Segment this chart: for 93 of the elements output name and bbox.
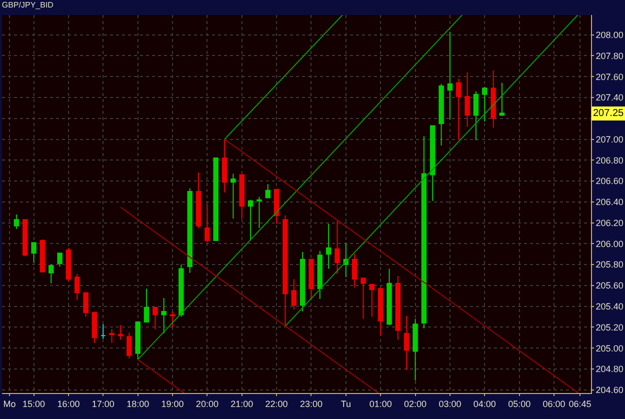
y-tick-label: 204.80 bbox=[596, 364, 624, 374]
y-tick-label: 207.00 bbox=[596, 134, 624, 144]
candlestick bbox=[326, 223, 332, 270]
y-tick-label: 206.00 bbox=[596, 238, 624, 249]
chart-title: GBP/JPY_BID bbox=[2, 0, 54, 10]
candlestick bbox=[74, 273, 80, 301]
x-tick-label: Mo bbox=[3, 398, 16, 409]
y-tick-label: 204.60 bbox=[596, 385, 624, 396]
candlestick bbox=[404, 315, 410, 371]
candlestick bbox=[109, 328, 114, 344]
candlestick bbox=[438, 83, 444, 146]
candlestick bbox=[66, 247, 72, 282]
candlestick bbox=[22, 219, 28, 257]
candlestick bbox=[430, 125, 436, 202]
candlestick bbox=[170, 311, 176, 328]
x-tick-label: 02:00 bbox=[404, 398, 427, 409]
candlestick bbox=[265, 184, 271, 198]
x-tick-label: 01:00 bbox=[369, 398, 392, 409]
candlestick bbox=[48, 264, 54, 284]
x-tick-label: 15:00 bbox=[22, 398, 46, 409]
x-tick-label: 23:00 bbox=[300, 398, 323, 409]
y-tick-label: 205.00 bbox=[596, 343, 624, 354]
candlestick bbox=[196, 172, 202, 229]
candlestick bbox=[161, 297, 166, 334]
candlestick bbox=[352, 254, 358, 288]
candlestick bbox=[473, 90, 479, 141]
candlestick bbox=[40, 239, 46, 272]
x-tick-label: 06:00 bbox=[542, 398, 566, 409]
candlestick bbox=[222, 138, 228, 194]
candlestick bbox=[386, 268, 392, 326]
x-tick-label: 04:00 bbox=[473, 398, 496, 409]
candlestick bbox=[14, 214, 20, 230]
candlestick bbox=[31, 242, 36, 263]
candlestick bbox=[282, 214, 288, 327]
y-tick-label: 208.00 bbox=[596, 30, 624, 40]
candlestick bbox=[456, 78, 462, 140]
candlestick bbox=[239, 174, 244, 220]
candlestick bbox=[291, 278, 297, 310]
candlestick bbox=[308, 258, 314, 301]
x-tick-label: 19:00 bbox=[161, 398, 184, 409]
candlestick bbox=[230, 173, 236, 220]
x-tick-label: 06:45 bbox=[568, 398, 592, 409]
y-tick-label: 206.40 bbox=[596, 197, 624, 208]
candlestick bbox=[100, 324, 106, 340]
y-tick-label: 205.20 bbox=[596, 322, 624, 332]
candlestick bbox=[447, 31, 453, 120]
candlestick bbox=[421, 136, 427, 329]
candlestick bbox=[126, 332, 132, 360]
candlestick bbox=[369, 284, 375, 318]
candlestick bbox=[482, 86, 488, 122]
x-tick-label: 22:00 bbox=[265, 398, 288, 409]
candlestick bbox=[57, 252, 62, 268]
candlestick bbox=[378, 287, 384, 336]
y-tick-label: 207.40 bbox=[596, 92, 624, 103]
candlestick bbox=[92, 311, 98, 344]
y-tick-label: 206.20 bbox=[596, 218, 624, 228]
x-tick-label: 17:00 bbox=[92, 398, 114, 409]
candlestick bbox=[274, 188, 280, 224]
x-tick-label: 21:00 bbox=[230, 398, 254, 409]
y-tick-label: 207.60 bbox=[596, 72, 624, 82]
y-tick-label: 205.80 bbox=[596, 260, 624, 270]
x-tick-label: 18:00 bbox=[126, 398, 150, 409]
candlestick bbox=[144, 288, 150, 322]
x-tick-label: 03:00 bbox=[438, 398, 462, 409]
candlestick bbox=[334, 220, 340, 274]
x-tick-label: Tu bbox=[340, 398, 352, 409]
candlestick bbox=[300, 252, 306, 312]
y-tick-label: 207.80 bbox=[596, 50, 624, 61]
candlestick bbox=[83, 292, 88, 318]
candlestick bbox=[360, 278, 366, 320]
candlestick bbox=[178, 264, 184, 318]
candlestick bbox=[499, 82, 505, 116]
candlestick bbox=[317, 250, 323, 300]
y-tick-label: 206.80 bbox=[596, 155, 624, 166]
candlestick bbox=[152, 306, 158, 330]
candlestick bbox=[395, 276, 401, 340]
y-tick-label: 206.60 bbox=[596, 176, 624, 186]
candlestick bbox=[213, 158, 218, 242]
x-tick-label: 20:00 bbox=[196, 398, 218, 409]
candlestick bbox=[256, 196, 262, 229]
candlestick bbox=[248, 199, 254, 242]
candlestick bbox=[135, 321, 140, 360]
y-tick-label: 205.60 bbox=[596, 280, 624, 291]
candlestick bbox=[464, 72, 470, 128]
candlestick bbox=[204, 204, 210, 244]
candlestick bbox=[412, 318, 418, 381]
candlestick bbox=[490, 70, 496, 128]
x-tick-label: 05:00 bbox=[508, 398, 531, 409]
x-tick-label: 16:00 bbox=[57, 398, 80, 409]
candlestick bbox=[187, 188, 192, 274]
annotation: 207.25 bbox=[593, 108, 624, 119]
candlestick bbox=[118, 324, 124, 340]
y-tick-label: 205.40 bbox=[596, 301, 624, 312]
